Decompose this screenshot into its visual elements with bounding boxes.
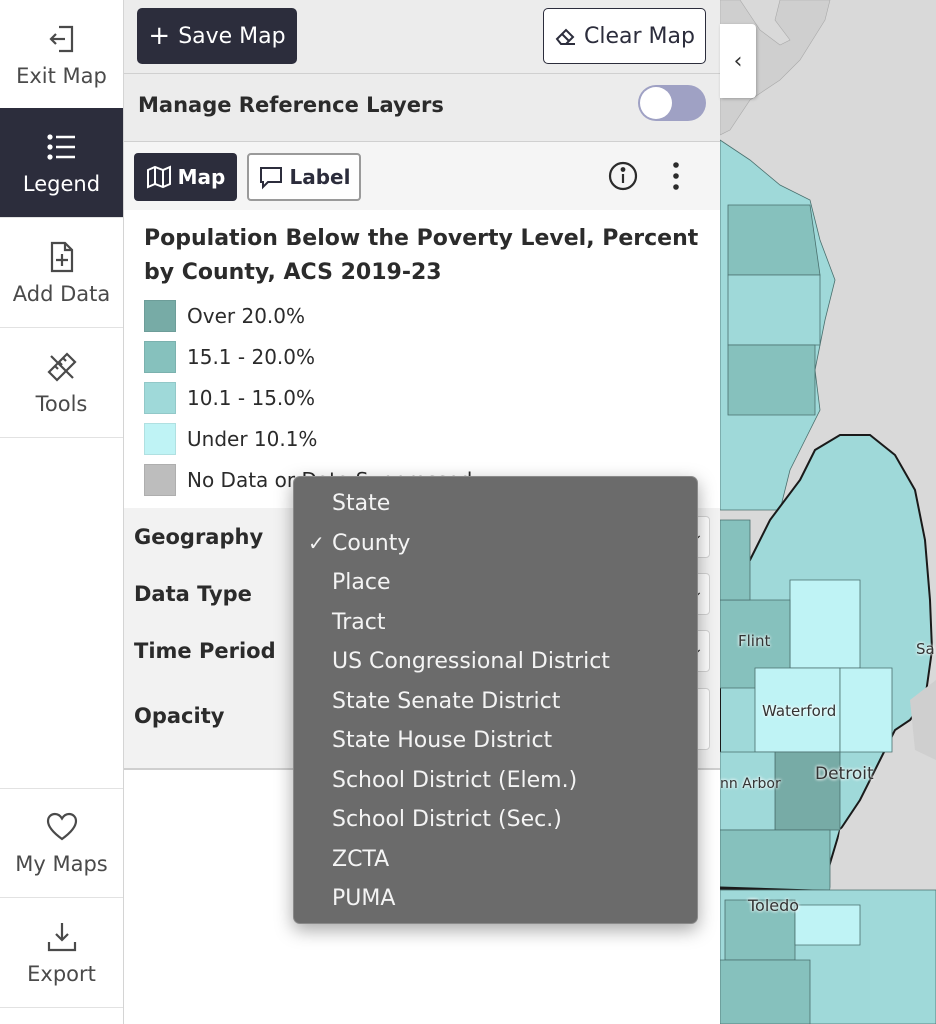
info-icon[interactable] — [607, 160, 639, 192]
rail-item-export[interactable]: Export — [0, 898, 123, 1008]
geography-label: Geography — [134, 525, 264, 549]
rail-item-tools[interactable]: Tools — [0, 328, 123, 438]
rail-item-label: Add Data — [12, 281, 111, 306]
legend-swatch — [144, 382, 176, 414]
dropdown-option-place[interactable]: Place — [294, 563, 697, 603]
legend-swatch — [144, 423, 176, 455]
left-rail: Exit Map Legend Add Data Tools My Maps E… — [0, 0, 124, 1024]
legend-item: 10.1 - 15.0% — [144, 382, 315, 414]
geography-dropdown-menu: State ✓ County Place Tract US Congression… — [293, 476, 698, 924]
plus-icon: + — [148, 21, 171, 51]
dropdown-option-label: Tract — [332, 609, 386, 635]
heart-icon — [46, 812, 77, 841]
map-city-label: Sa — [916, 640, 935, 658]
rail-item-label: Legend — [22, 171, 101, 196]
clear-map-button[interactable]: Clear Map — [543, 8, 706, 64]
rail-item-legend[interactable]: Legend — [0, 108, 123, 218]
save-map-button[interactable]: + Save Map — [137, 8, 297, 64]
exit-map-icon — [48, 25, 73, 52]
reference-layers-title: Manage Reference Layers — [138, 93, 444, 117]
add-file-icon — [50, 241, 73, 272]
more-options-icon[interactable] — [664, 160, 688, 192]
dropdown-option-school-district-sec[interactable]: School District (Sec.) — [294, 800, 697, 840]
dropdown-option-state-senate-district[interactable]: State Senate District — [294, 682, 697, 722]
dropdown-option-label: PUMA — [332, 886, 396, 911]
legend-swatch — [144, 464, 176, 496]
collapse-panel-button[interactable]: ‹ — [720, 24, 756, 98]
rail-item-label: Exit Map — [16, 63, 107, 88]
tab-map-label: Map — [177, 165, 226, 189]
reference-layers-bar: Manage Reference Layers — [124, 74, 720, 142]
rail-item-add-data[interactable]: Add Data — [0, 218, 123, 328]
legend-item-label: 10.1 - 15.0% — [187, 386, 315, 410]
dropdown-option-county[interactable]: ✓ County — [294, 524, 697, 564]
dropdown-option-label: ZCTA — [332, 846, 390, 872]
tab-label-label: Label — [289, 165, 351, 189]
chevron-left-icon: ‹ — [733, 48, 743, 74]
dropdown-option-school-district-elem[interactable]: School District (Elem.) — [294, 761, 697, 801]
choropleth-map — [720, 0, 936, 1024]
dropdown-option-zcta[interactable]: ZCTA — [294, 840, 697, 880]
dropdown-option-tract[interactable]: Tract — [294, 603, 697, 643]
dropdown-option-label: School District (Sec.) — [332, 807, 562, 832]
dropdown-option-label: Place — [332, 570, 391, 595]
dropdown-option-label: State Senate District — [332, 688, 561, 714]
toggle-knob — [640, 87, 672, 119]
dropdown-option-label: US Congressional District — [332, 649, 610, 674]
rail-item-label: Export — [27, 961, 96, 986]
dropdown-option-label: State House District — [332, 728, 553, 753]
opacity-label: Opacity — [134, 704, 225, 728]
list-icon — [46, 133, 75, 160]
map-city-label: nn Arbor — [720, 776, 781, 792]
map-icon — [146, 165, 171, 189]
legend-item: Under 10.1% — [144, 423, 317, 455]
legend-item: 15.1 - 20.0% — [144, 341, 315, 373]
map-city-label: Detroit — [815, 764, 874, 784]
legend-title: Population Below the Poverty Level, Perc… — [144, 226, 699, 285]
clear-map-label: Clear Map — [584, 23, 695, 49]
tab-map[interactable]: Map — [134, 153, 237, 201]
legend-swatch — [144, 300, 176, 332]
checkmark-icon: ✓ — [308, 530, 325, 555]
legend-item-label: Under 10.1% — [187, 427, 318, 451]
map-city-label: Waterford — [762, 702, 837, 720]
legend-item: Over 20.0% — [144, 300, 305, 332]
rail-item-exit-map[interactable]: Exit Map — [0, 0, 123, 110]
reference-layers-toggle[interactable] — [638, 85, 706, 121]
data-type-label: Data Type — [134, 582, 252, 606]
download-icon — [47, 922, 76, 951]
speech-bubble-icon — [259, 167, 282, 190]
dropdown-option-label: School District (Elem.) — [332, 767, 578, 793]
rail-item-my-maps[interactable]: My Maps — [0, 788, 123, 898]
map-toolbar: + Save Map Clear Map — [124, 0, 720, 74]
rail-item-label: Tools — [35, 391, 88, 416]
map-canvas[interactable]: Flint Sa Waterford Detroit nn Arbor Tole… — [720, 0, 936, 1024]
legend-item-label: 15.1 - 20.0% — [187, 345, 315, 369]
dropdown-option-state-house-district[interactable]: State House District — [294, 721, 697, 761]
rail-item-label: My Maps — [15, 852, 108, 876]
tab-label[interactable]: Label — [247, 153, 361, 201]
dropdown-option-label: County — [332, 530, 411, 556]
time-period-label: Time Period — [134, 639, 276, 663]
save-map-label: Save Map — [178, 23, 286, 49]
map-city-label: Flint — [738, 632, 771, 650]
eraser-icon — [555, 28, 576, 45]
dropdown-option-us-congressional-district[interactable]: US Congressional District — [294, 642, 697, 682]
legend-swatch — [144, 341, 176, 373]
ruler-pencil-icon — [46, 351, 77, 382]
layer-tabs-bar: Map Label — [124, 142, 720, 210]
legend-item-label: Over 20.0% — [187, 304, 305, 328]
map-city-label: Toledo — [748, 896, 800, 915]
dropdown-option-state[interactable]: State — [294, 484, 697, 524]
dropdown-option-label: State — [332, 491, 391, 516]
dropdown-option-puma[interactable]: PUMA — [294, 879, 697, 919]
